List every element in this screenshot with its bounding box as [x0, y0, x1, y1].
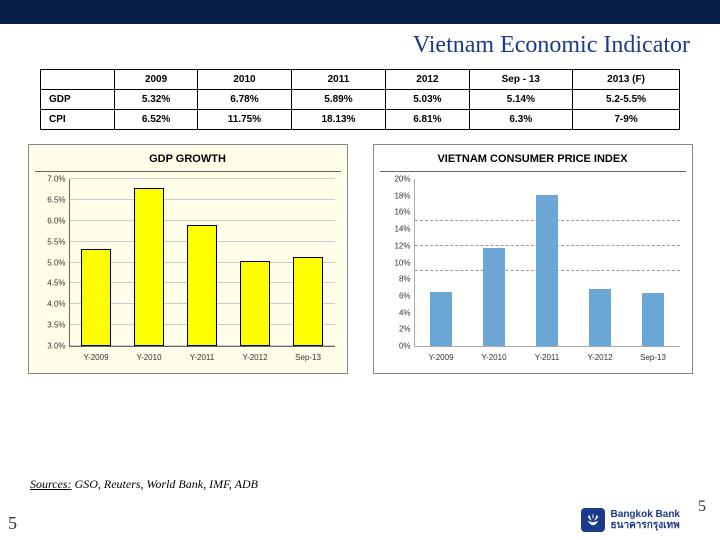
bar: [187, 225, 216, 346]
gdp-chart: GDP GROWTH 3.0%3.5%4.0%4.5%5.0%5.5%6.0%6…: [28, 144, 348, 374]
bank-name-block: Bangkok Bank ธนาคารกรุงเทพ: [611, 509, 680, 531]
y-tick: 4.0%: [34, 300, 66, 309]
table-cell: 5.89%: [291, 90, 386, 110]
x-tick: Y-2010: [481, 353, 506, 362]
grid-line: [70, 199, 335, 200]
bar: [81, 249, 110, 346]
table-cell: 6.78%: [198, 90, 291, 110]
y-tick: 6.5%: [34, 195, 66, 204]
gdp-plot-area: 3.0%3.5%4.0%4.5%5.0%5.5%6.0%6.5%7.0%Y-20…: [69, 179, 335, 347]
page-number-left: 5: [8, 513, 17, 534]
table-header: 2012: [386, 70, 469, 90]
cpi-chart: VIETNAM CONSUMER PRICE INDEX 0%2%4%6%8%1…: [373, 144, 693, 374]
cpi-chart-title: VIETNAM CONSUMER PRICE INDEX: [380, 145, 686, 171]
table-cell: 7-9%: [573, 110, 680, 130]
y-tick: 6.0%: [34, 216, 66, 225]
page-title: Vietnam Economic Indicator: [0, 24, 720, 69]
x-tick: Sep-13: [640, 353, 666, 362]
table-cell: 6.81%: [386, 110, 469, 130]
table-cell: 18.13%: [291, 110, 386, 130]
y-tick: 5.5%: [34, 237, 66, 246]
bar: [240, 261, 269, 346]
bar: [134, 188, 163, 346]
y-tick: 4%: [379, 308, 411, 317]
table-header: 2009: [114, 70, 197, 90]
bar: [589, 289, 610, 346]
x-tick: Y-2009: [428, 353, 453, 362]
bar: [430, 292, 451, 346]
x-tick: Sep-13: [295, 353, 321, 362]
y-tick: 16%: [379, 208, 411, 217]
y-tick: 7.0%: [34, 175, 66, 184]
x-tick: Y-2010: [136, 353, 161, 362]
table-cell: 5.03%: [386, 90, 469, 110]
table-cell: 5.32%: [114, 90, 197, 110]
sources-line: Sources: GSO, Reuters, World Bank, IMF, …: [30, 477, 258, 492]
y-tick: 3.5%: [34, 321, 66, 330]
table-header: Sep - 13: [469, 70, 573, 90]
table-header-blank: [41, 70, 115, 90]
charts-row: GDP GROWTH 3.0%3.5%4.0%4.5%5.0%5.5%6.0%6…: [0, 144, 720, 374]
sources-text: GSO, Reuters, World Bank, IMF, ADB: [72, 477, 258, 491]
sources-label: Sources:: [30, 477, 72, 491]
y-tick: 5.0%: [34, 258, 66, 267]
table-row: CPI6.52%11.75%18.13%6.81%6.3%7-9%: [41, 110, 680, 130]
gdp-chart-title: GDP GROWTH: [35, 145, 341, 171]
footer-logo: Bangkok Bank ธนาคารกรุงเทพ: [581, 508, 680, 532]
lotus-icon: [581, 508, 605, 532]
table-header: 2010: [198, 70, 291, 90]
y-tick: 20%: [379, 175, 411, 184]
indicator-table: 2009201020112012Sep - 132013 (F) GDP5.32…: [40, 69, 680, 130]
y-tick: 8%: [379, 275, 411, 284]
bar: [536, 195, 557, 346]
y-tick: 4.5%: [34, 279, 66, 288]
bank-name-en: Bangkok Bank: [611, 509, 680, 520]
y-tick: 6%: [379, 291, 411, 300]
table-cell: 11.75%: [198, 110, 291, 130]
table-cell: 6.52%: [114, 110, 197, 130]
row-label: GDP: [41, 90, 115, 110]
bar: [483, 248, 504, 346]
bar: [293, 257, 322, 346]
cpi-plot-area: 0%2%4%6%8%10%12%14%16%18%20%Y-2009Y-2010…: [414, 179, 680, 347]
bank-name-th: ธนาคารกรุงเทพ: [611, 520, 680, 531]
table-header: 2011: [291, 70, 386, 90]
y-tick: 12%: [379, 241, 411, 250]
page-number-right: 5: [698, 498, 706, 516]
header-bar: [0, 0, 720, 24]
table-cell: 5.14%: [469, 90, 573, 110]
y-tick: 14%: [379, 225, 411, 234]
y-tick: 0%: [379, 342, 411, 351]
bar: [642, 293, 663, 346]
x-tick: Y-2012: [242, 353, 267, 362]
y-tick: 3.0%: [34, 342, 66, 351]
y-tick: 2%: [379, 325, 411, 334]
grid-line: [70, 178, 335, 179]
y-tick: 18%: [379, 191, 411, 200]
table-row: GDP5.32%6.78%5.89%5.03%5.14%5.2-5.5%: [41, 90, 680, 110]
x-tick: Y-2009: [83, 353, 108, 362]
table-cell: 5.2-5.5%: [573, 90, 680, 110]
y-tick: 10%: [379, 258, 411, 267]
row-label: CPI: [41, 110, 115, 130]
x-tick: Y-2012: [587, 353, 612, 362]
table-cell: 6.3%: [469, 110, 573, 130]
grid-line: [70, 220, 335, 221]
x-tick: Y-2011: [190, 353, 214, 362]
table-header: 2013 (F): [573, 70, 680, 90]
x-tick: Y-2011: [535, 353, 559, 362]
